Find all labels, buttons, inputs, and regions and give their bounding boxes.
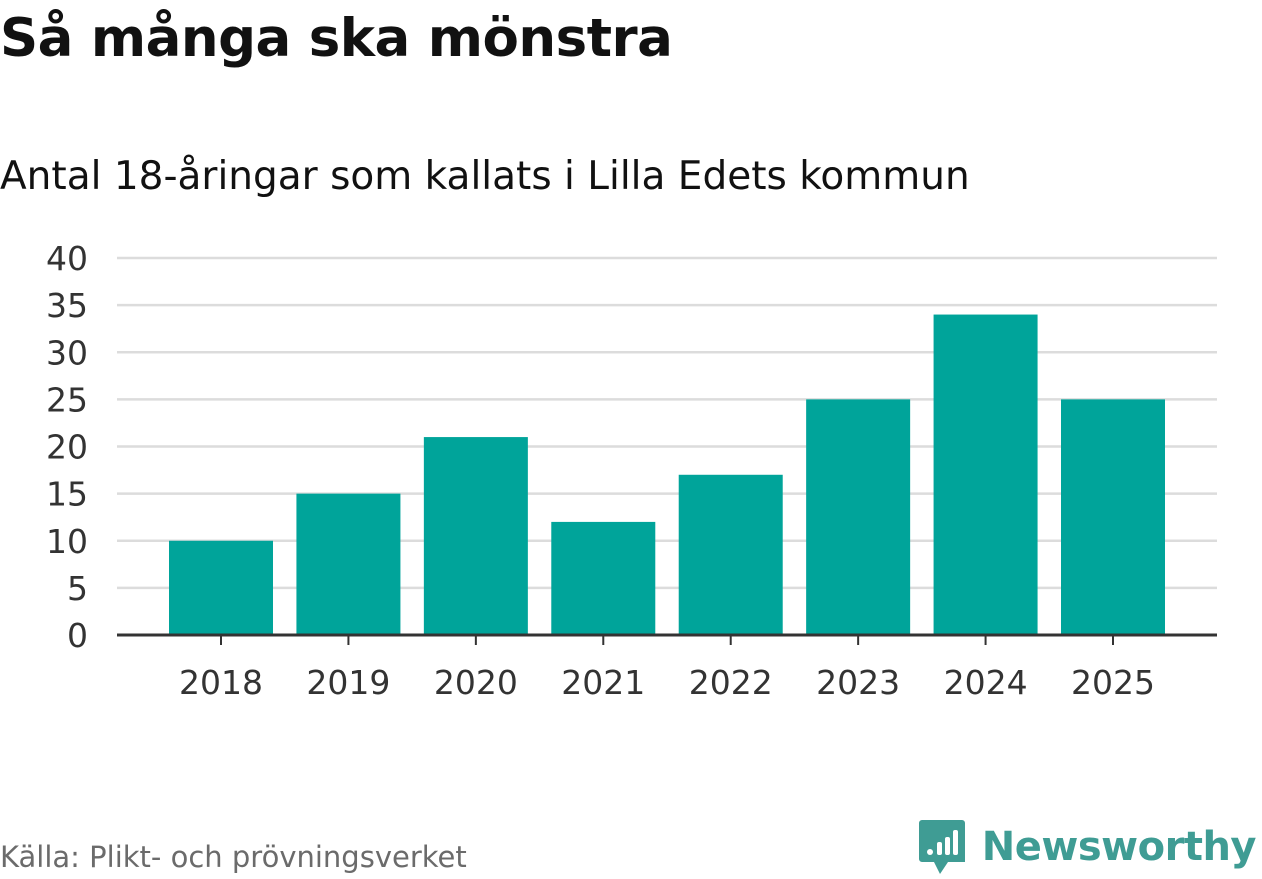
bar-2022	[678, 474, 783, 635]
x-tick-label-2020: 2020	[434, 663, 518, 702]
x-axis-labels: 2018 2019 2020 2021 2022 2023 2024 2025	[179, 663, 1155, 702]
chart-title: Så många ska mönstra	[0, 8, 673, 69]
x-tick-label-2022: 2022	[689, 663, 773, 702]
bar-2025	[1061, 399, 1165, 635]
source-note: Källa: Plikt- och prövningsverket	[0, 840, 467, 874]
y-tick-label-35: 35	[46, 286, 88, 325]
newsworthy-icon	[918, 820, 965, 874]
gridlines	[117, 256, 1217, 590]
bar-2020	[423, 437, 528, 635]
y-axis-labels: 0 5 10 15 20 25 30 35 40	[46, 239, 88, 655]
y-tick-label-25: 25	[46, 380, 88, 419]
y-tick-label-5: 5	[67, 569, 88, 608]
y-tick-label-20: 20	[46, 428, 88, 467]
x-tick-label-2018: 2018	[179, 663, 263, 702]
x-tick-label-2023: 2023	[816, 663, 900, 702]
bar-2018	[169, 540, 273, 635]
x-tick-label-2021: 2021	[561, 663, 645, 702]
bar-2021	[551, 521, 656, 635]
chart-subtitle: Antal 18-åringar som kallats i Lilla Ede…	[0, 154, 970, 199]
brand-name: Newsworthy	[981, 824, 1257, 870]
bar-2019	[296, 493, 401, 635]
y-tick-label-40: 40	[46, 239, 88, 278]
bar-2024	[933, 314, 1038, 635]
y-tick-label-30: 30	[46, 333, 88, 372]
x-tick-label-2024: 2024	[944, 663, 1028, 702]
y-tick-label-15: 15	[46, 475, 88, 514]
bar-2023	[806, 399, 911, 635]
y-tick-label-10: 10	[46, 522, 88, 561]
bars	[169, 314, 1165, 635]
y-tick-label-0: 0	[67, 616, 88, 655]
x-tick-label-2019: 2019	[306, 663, 390, 702]
x-axis	[117, 633, 1217, 645]
x-tick-label-2025: 2025	[1071, 663, 1155, 702]
brand-logo: Newsworthy	[918, 818, 1257, 876]
